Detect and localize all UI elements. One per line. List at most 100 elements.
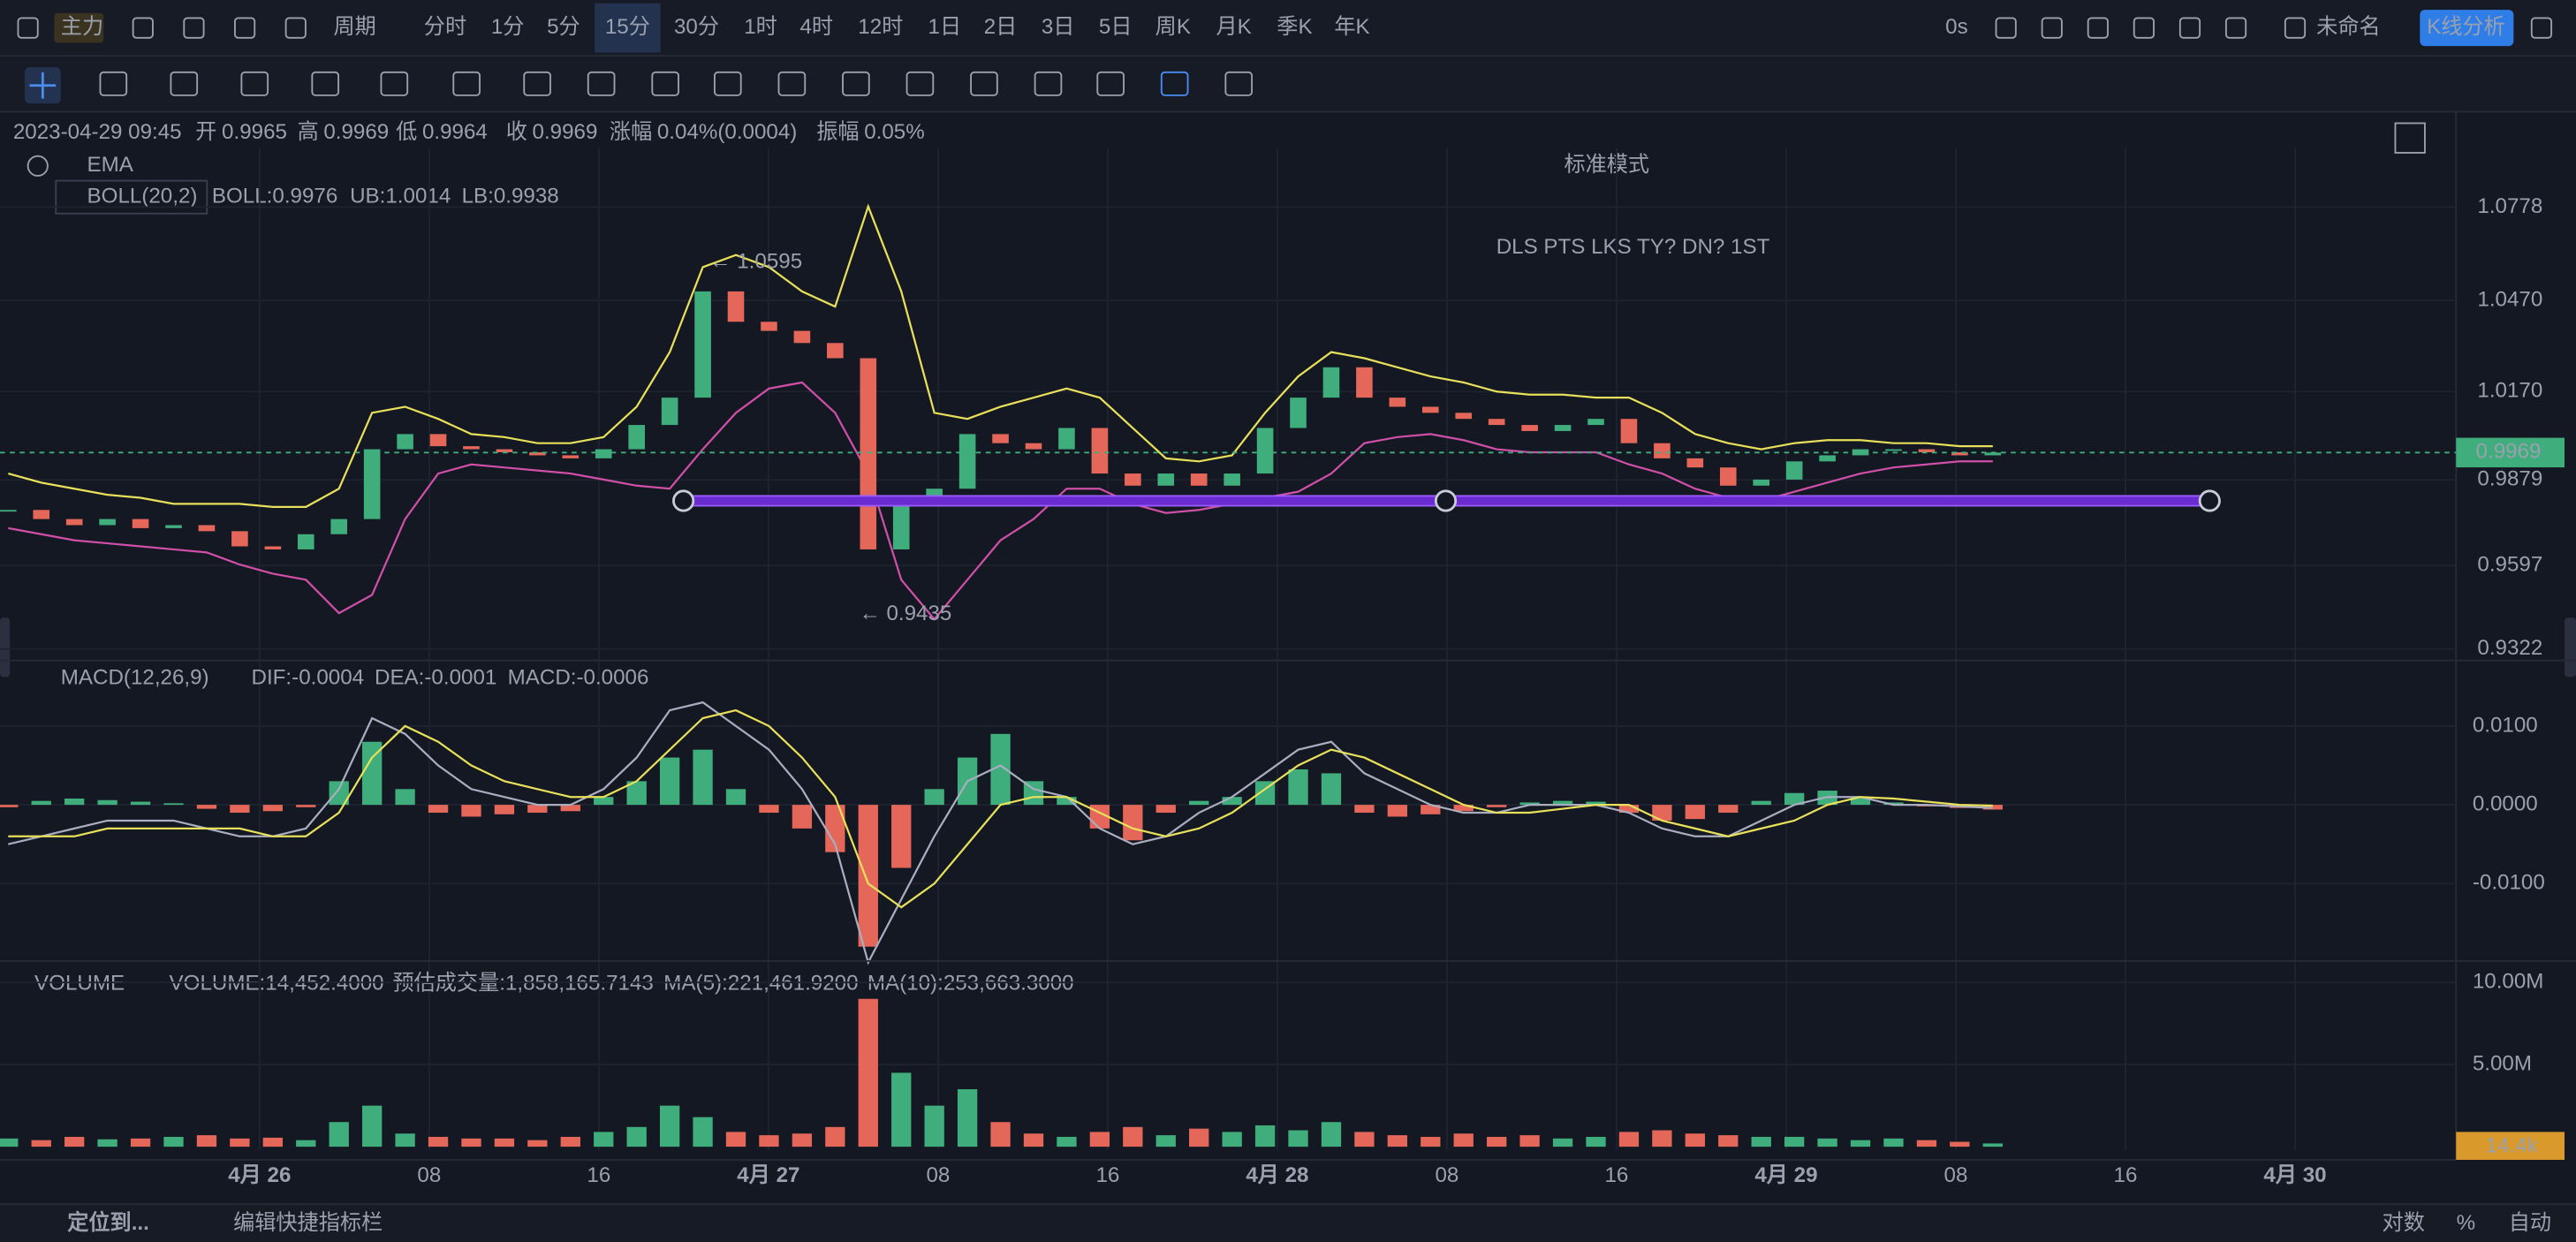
toolbar-icon[interactable] (284, 17, 307, 39)
toolbar-icon[interactable] (132, 17, 154, 39)
drawing-tool[interactable] (1224, 71, 1254, 96)
toolbar-icon[interactable] (1995, 17, 2017, 39)
period-button[interactable]: 1分 (491, 15, 525, 39)
info-label: 振幅 (816, 120, 859, 144)
drawing-tool[interactable] (1034, 71, 1063, 96)
candle (198, 525, 216, 532)
y-tick-label: 0.9597 (2477, 553, 2542, 577)
analysis-button-bg[interactable] (2420, 10, 2514, 47)
volume-bar (1089, 1132, 1110, 1147)
period-button[interactable]: 月K (1216, 15, 1251, 39)
toolbar-icon[interactable] (183, 17, 205, 39)
toolbar-icon[interactable] (17, 17, 39, 39)
period-button[interactable]: 30分 (674, 15, 719, 39)
period-button[interactable]: 年K (1334, 15, 1369, 39)
bottom-bar (0, 1204, 2576, 1242)
drawing-tool[interactable] (99, 71, 128, 96)
drawing-tool[interactable] (240, 71, 269, 96)
macd-bar (362, 741, 383, 806)
main-indicator[interactable]: 主力 (61, 15, 103, 39)
period-button[interactable]: 2日 (984, 15, 1018, 39)
macd-bar (891, 805, 912, 868)
ema-legend[interactable]: EMA (87, 153, 134, 177)
info-value: 0.9964 (422, 120, 488, 144)
candle (33, 510, 50, 519)
toolbar-icon[interactable] (2133, 17, 2155, 39)
macd-bar (1321, 773, 1342, 806)
ray-handle[interactable] (1434, 489, 1458, 512)
drawing-tool[interactable] (587, 71, 616, 96)
auto-toggle[interactable]: 自动 (2509, 1211, 2551, 1235)
toolbar-icon[interactable] (2087, 17, 2109, 39)
period-button[interactable]: 15分 (605, 15, 650, 39)
period-button[interactable]: 1时 (744, 15, 777, 39)
drawing-tool[interactable] (905, 71, 935, 96)
drawing-tool[interactable] (311, 71, 340, 96)
drawing-tool[interactable] (651, 71, 679, 96)
drawing-tool[interactable] (777, 71, 807, 96)
period-menu[interactable]: 周期 (334, 15, 376, 39)
candle (0, 510, 17, 512)
candle (529, 451, 546, 456)
drawing-tool[interactable] (380, 71, 409, 96)
volume-bar (1519, 1135, 1540, 1147)
dif-value: DIF:-0.0004 (252, 665, 365, 689)
x-tick-label: 08 (926, 1163, 950, 1187)
collapse-button[interactable] (27, 155, 49, 177)
boll-legend[interactable]: BOLL(20,2) (87, 185, 198, 208)
toolbar-icon[interactable] (2284, 17, 2307, 39)
macd-title[interactable]: MACD(12,26,9) (61, 665, 209, 689)
period-button[interactable]: 1日 (928, 15, 962, 39)
period-button[interactable]: 12时 (858, 15, 903, 39)
period-button[interactable]: 季K (1277, 15, 1312, 39)
volume-bar (1982, 1143, 2003, 1147)
drawing-tool[interactable] (842, 71, 870, 96)
period-button[interactable]: 5分 (547, 15, 580, 39)
toolbar-icon[interactable] (2224, 17, 2247, 39)
candle (1455, 413, 1473, 420)
left-handle[interactable] (0, 617, 11, 678)
toolbar-icon[interactable] (2041, 17, 2063, 39)
drawing-tool[interactable] (1160, 71, 1189, 96)
ray-handle[interactable] (2198, 489, 2221, 512)
analysis-button[interactable]: K线分析 (2427, 15, 2505, 39)
toolbar-icon[interactable] (2530, 17, 2553, 39)
toolbar-icon[interactable] (234, 17, 256, 39)
drawing-tool[interactable] (714, 71, 742, 96)
x-tick-label: 4月 27 (737, 1163, 799, 1187)
y-tick-label: 10.00M (2473, 970, 2544, 994)
period-button[interactable]: 5日 (1099, 15, 1133, 39)
period-button[interactable]: 分时 (424, 15, 466, 39)
period-button[interactable]: 周K (1155, 15, 1191, 39)
mode-annotation: 标准模式 (1564, 153, 1649, 177)
drawing-tool[interactable] (1096, 71, 1125, 96)
layout-name[interactable]: 未命名 (2316, 15, 2380, 39)
volume-bar (395, 1133, 415, 1147)
volume-bar (1883, 1138, 1904, 1147)
candle (1819, 455, 1836, 462)
candle (264, 546, 282, 549)
fullscreen-button[interactable] (2394, 122, 2426, 154)
log-toggle[interactable]: 对数 (2383, 1211, 2425, 1235)
period-button[interactable]: 3日 (1042, 15, 1075, 39)
drawing-tool[interactable] (170, 71, 199, 96)
right-handle[interactable] (2564, 617, 2576, 678)
main-badge[interactable] (54, 12, 104, 43)
candle (1389, 398, 1406, 407)
period-button[interactable]: 4时 (799, 15, 833, 39)
volume-bar (1586, 1136, 1606, 1147)
volume-bar (31, 1140, 51, 1147)
drawing-toolbar (0, 57, 2576, 112)
info-value: 0.05% (864, 120, 924, 144)
toolbar-icon[interactable] (2178, 17, 2201, 39)
boll-legend-box[interactable] (55, 179, 208, 215)
drawing-tool[interactable] (523, 71, 551, 96)
drawing-tool[interactable] (970, 71, 998, 96)
percent-toggle[interactable]: % (2457, 1211, 2475, 1235)
locate-button[interactable]: 定位到... (67, 1210, 149, 1235)
edit-shortcuts[interactable]: 编辑快捷指标栏 (233, 1211, 383, 1235)
candle (761, 322, 777, 331)
ray-handle[interactable] (672, 489, 695, 512)
drawing-tool[interactable] (452, 71, 481, 96)
